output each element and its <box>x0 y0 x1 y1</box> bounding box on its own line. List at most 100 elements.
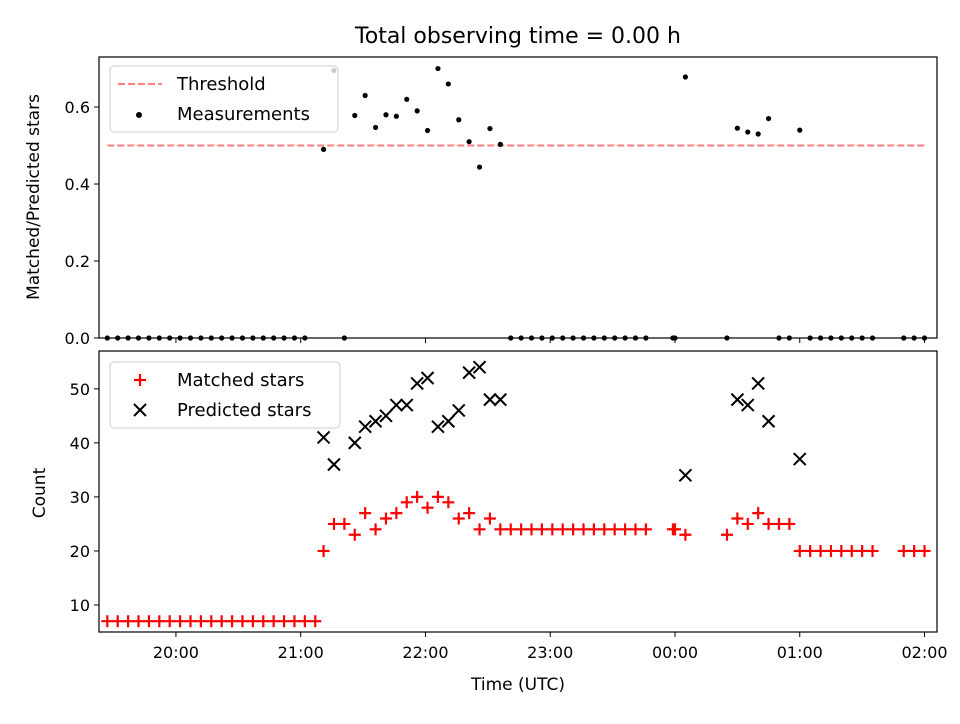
predicted-star-point <box>741 398 755 412</box>
count-y-tick-label: 10 <box>70 596 90 615</box>
count-y-axis-label: Count <box>30 467 50 518</box>
matched-star-point <box>431 490 444 503</box>
measurement-point <box>580 335 587 341</box>
measurement-point <box>643 335 649 341</box>
ratio-y-tick-label: 0.4 <box>65 175 90 194</box>
matched-star-point <box>762 517 775 530</box>
x-axis-label: Time (UTC) <box>470 675 565 695</box>
predicted-star-point <box>389 398 404 412</box>
count-y-tick-label: 20 <box>70 542 90 561</box>
predicted-star-point <box>410 376 424 391</box>
matched-star-point <box>142 615 155 628</box>
matched-star-point <box>587 523 600 536</box>
matched-star-point <box>783 517 796 530</box>
measurement-point <box>828 335 834 341</box>
chart-title: Total observing time = 0.00 h <box>354 24 681 49</box>
measurement-point <box>320 146 327 152</box>
predicted-star-point <box>452 403 466 418</box>
matched-star-point <box>153 615 166 628</box>
measurement-point <box>765 115 772 122</box>
matched-star-point <box>535 523 548 536</box>
measurement-point <box>632 335 639 341</box>
matched-star-point <box>379 512 392 525</box>
ratio-plot-area: 0.0 0.2 0.4 0.6 <box>65 56 938 348</box>
measurement-point <box>849 335 855 341</box>
count-x-tick-label: 00:00 <box>652 643 698 662</box>
predicted-star-point <box>793 452 807 466</box>
matched-star-point <box>525 523 538 536</box>
measurement-point <box>271 335 277 341</box>
measurement-point <box>198 335 204 341</box>
measurement-point <box>414 108 420 114</box>
predicted-star-point <box>327 457 341 472</box>
matched-star-point <box>359 507 372 520</box>
matched-star-point <box>369 523 382 536</box>
matched-star-point <box>918 544 931 557</box>
measurement-point <box>229 335 235 341</box>
measurement-point <box>859 335 865 341</box>
matched-star-point <box>278 615 291 628</box>
measurement-point <box>755 131 761 137</box>
predicted-star-point <box>730 392 745 407</box>
matched-star-point <box>556 523 569 536</box>
measurement-point <box>341 335 347 341</box>
measurement-point <box>734 125 740 131</box>
legend-measurements-label: Measurements <box>177 104 310 125</box>
matched-star-point <box>679 528 692 541</box>
matched-star-point <box>101 615 114 628</box>
measurement-point <box>135 335 142 341</box>
predicted-star-point <box>400 398 414 412</box>
matched-star-point <box>288 615 301 628</box>
matched-star-point <box>184 615 197 628</box>
matched-star-point <box>598 523 611 536</box>
measurement-point <box>302 335 308 341</box>
measurement-point <box>518 335 524 341</box>
measurement-point <box>352 112 358 119</box>
matched-star-point <box>629 523 642 536</box>
legend-predicted-label: Predicted stars <box>177 400 311 421</box>
count-plot-area: 10 20 30 40 50 20:00 21:00 22:00 23:00 00:00 01:00… <box>70 350 948 662</box>
measurement-point <box>260 335 266 341</box>
measurement-point <box>424 127 431 134</box>
legend-measurements-swatch <box>136 112 142 118</box>
measurement-point <box>612 335 618 341</box>
measurement-point <box>435 65 441 72</box>
matched-star-point <box>835 544 848 557</box>
matched-star-point <box>442 496 455 509</box>
measurement-point <box>239 335 246 341</box>
measurement-point <box>497 141 503 147</box>
legend-matched-label: Matched stars <box>177 370 304 391</box>
matched-star-point <box>327 517 340 530</box>
matched-star-point <box>856 544 869 557</box>
matched-star-point <box>814 544 827 557</box>
matched-star-point <box>608 523 621 536</box>
matched-star-point <box>824 544 837 557</box>
matched-star-point <box>246 615 259 628</box>
legend-threshold-label: Threshold <box>176 74 266 95</box>
measurement-point <box>682 74 688 80</box>
measurement-point <box>776 335 782 341</box>
measurement-point <box>838 335 844 341</box>
measurement-point <box>466 139 472 145</box>
legend-predicted-swatch <box>133 403 147 417</box>
measurement-point <box>445 81 451 87</box>
matched-star-point <box>309 615 322 628</box>
measurement-point <box>560 335 566 341</box>
ratio-y-axis-label: Matched/Predicted stars <box>24 94 44 300</box>
measurement-point <box>622 335 628 341</box>
count-x-tick-label: 20:00 <box>153 643 199 662</box>
matched-star-point <box>257 615 270 628</box>
count-x-tick-label: 21:00 <box>278 643 324 662</box>
measurement-point <box>869 335 876 341</box>
predicted-star-point <box>431 419 445 434</box>
measurement-point <box>724 335 730 341</box>
measurement-point <box>187 335 194 341</box>
matched-star-point <box>298 615 311 628</box>
predicted-star-point <box>493 392 508 407</box>
count-legend: Matched stars Predicted stars <box>109 361 341 429</box>
matched-star-point <box>473 523 486 536</box>
matched-star-point <box>338 517 351 530</box>
measurement-point <box>745 129 751 135</box>
matched-star-point <box>845 544 858 557</box>
